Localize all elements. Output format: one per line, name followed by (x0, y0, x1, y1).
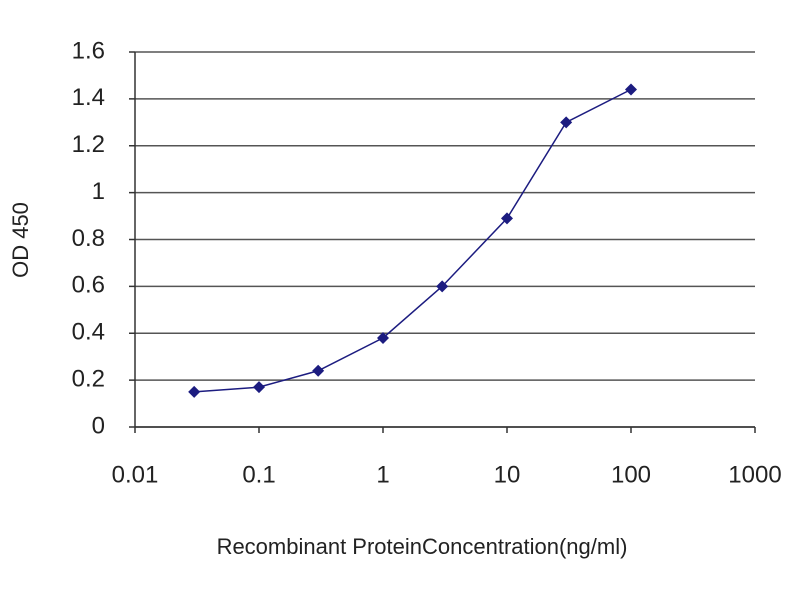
y-tick-label: 1.4 (72, 84, 105, 111)
data-point (377, 331, 389, 344)
x-tick-label: 1 (376, 461, 389, 488)
data-point (625, 83, 637, 96)
x-tick-label: 10 (494, 461, 521, 488)
x-tick-label: 100 (611, 461, 651, 488)
y-tick-label: 0.4 (72, 319, 105, 346)
y-tick-label: 0.2 (72, 365, 105, 392)
data-point (501, 212, 513, 225)
y-tick-label: 1.6 (72, 37, 105, 64)
data-point (188, 385, 201, 398)
x-tick-label: 1000 (728, 461, 781, 488)
data-point (312, 364, 325, 377)
series-line (194, 88, 632, 393)
y-tick-label: 0.8 (72, 225, 105, 252)
data-point (436, 280, 449, 293)
x-tick-label: 0.1 (242, 461, 275, 488)
y-tick-label: 1.2 (72, 131, 105, 158)
x-axis-title: Recombinant ProteinConcentration(ng/ml) (217, 534, 628, 559)
x-tick-label: 0.01 (112, 461, 159, 488)
y-tick-label: 0.6 (72, 272, 105, 299)
y-tick-label: 0 (92, 412, 105, 439)
y-axis-title: OD 450 (8, 202, 33, 278)
data-point (560, 116, 573, 129)
y-tick-label: 1 (92, 178, 105, 205)
data-point (253, 381, 265, 394)
